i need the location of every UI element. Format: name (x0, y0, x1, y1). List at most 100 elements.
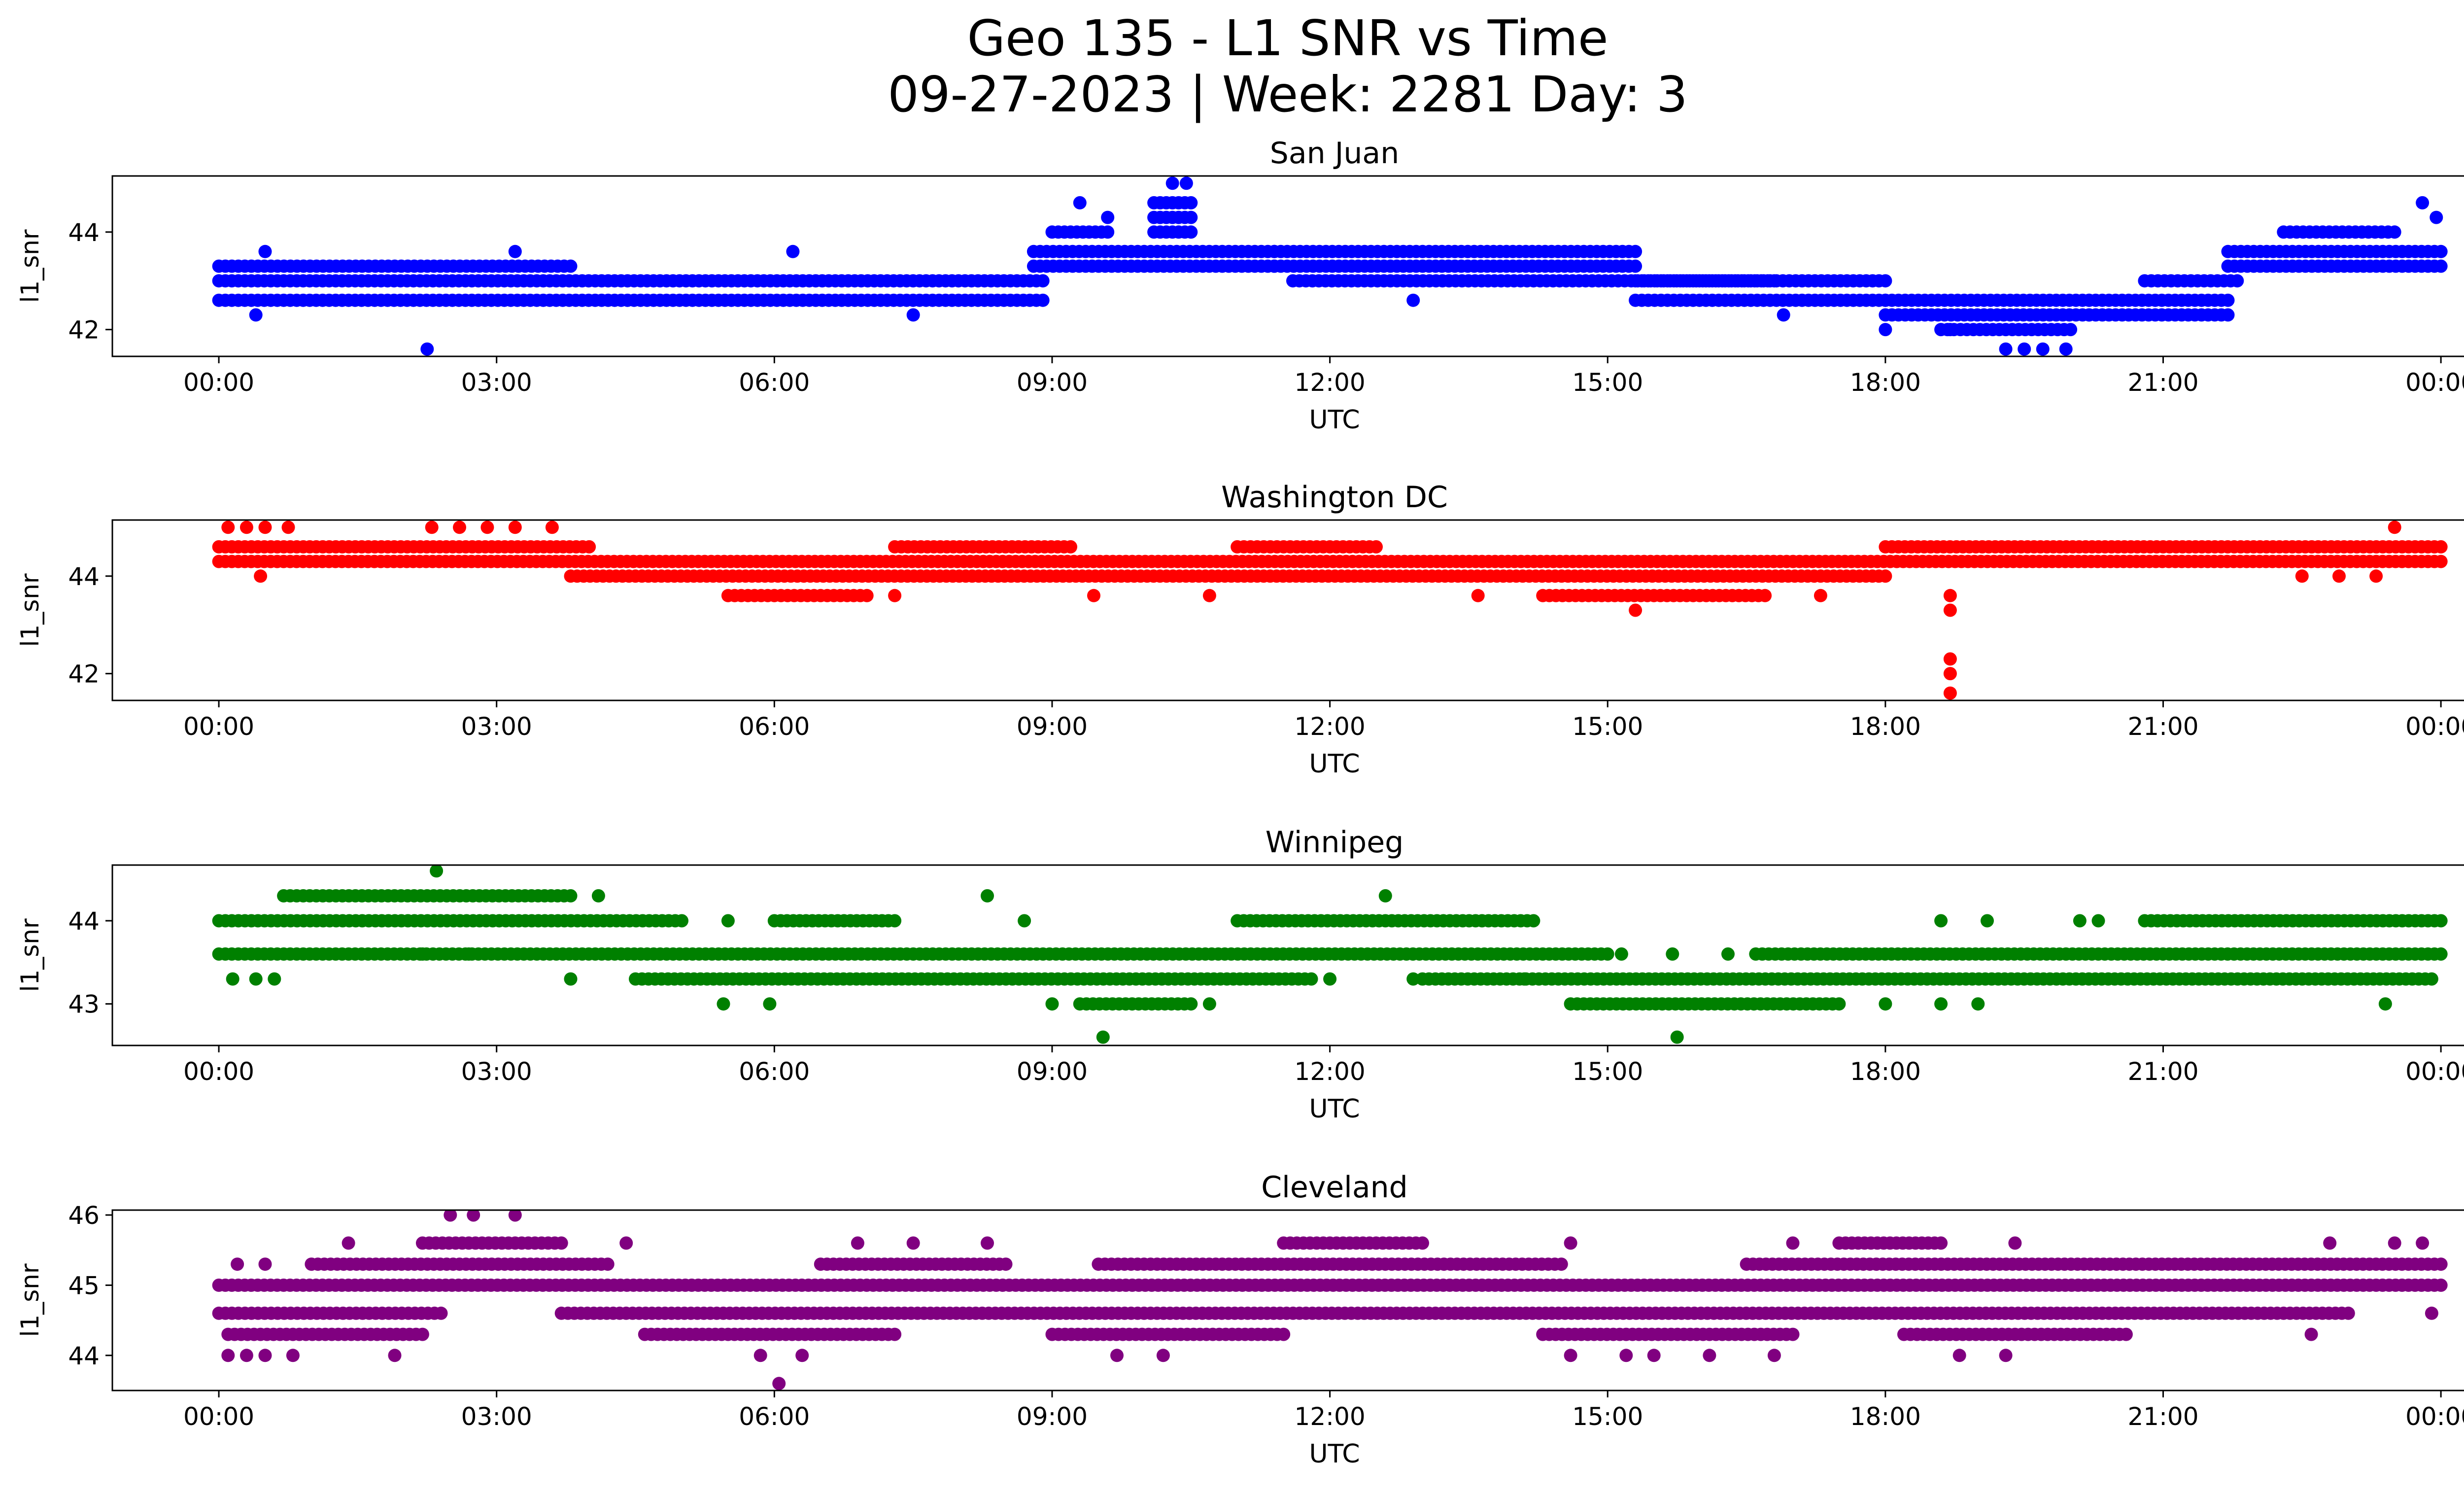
data-point (888, 589, 902, 602)
x-tick-label: 00:00 (183, 1057, 254, 1086)
data-point (1527, 914, 1540, 928)
x-tick-label: 15:00 (1572, 712, 1643, 741)
data-point (1934, 997, 1948, 1011)
data-point (1666, 947, 1679, 961)
data-point (601, 1257, 615, 1271)
data-point (415, 947, 429, 961)
data-point (1601, 947, 1614, 961)
data-point (258, 244, 272, 258)
subplot-1: Washington DC 00:00 03:00 06:00 09:00 12:00 15… (16, 480, 2464, 779)
data-point (1471, 589, 1485, 602)
data-point (564, 889, 578, 903)
data-point (564, 972, 578, 986)
data-point (444, 1210, 457, 1222)
data-point (1670, 1030, 1684, 1044)
data-point (2323, 1236, 2337, 1250)
x-tick-label: 00:00 (2405, 712, 2464, 741)
data-point (2091, 914, 2105, 928)
x-tick-label: 18:00 (1850, 368, 1921, 397)
data-point (1943, 603, 1957, 617)
data-point (721, 914, 735, 928)
data-point (1879, 569, 1892, 583)
data-point (430, 865, 444, 878)
data-point (1036, 274, 1050, 288)
data-point (1629, 244, 1643, 258)
data-point (1517, 972, 1531, 986)
data-point (772, 1377, 786, 1391)
data-point (508, 1210, 522, 1222)
data-point (453, 521, 466, 534)
data-point (1999, 342, 2013, 356)
data-point (240, 1349, 253, 1362)
data-point (226, 972, 240, 986)
data-point (545, 521, 559, 534)
data-point (221, 521, 235, 534)
data-point (508, 521, 522, 534)
data-point (1879, 274, 1892, 288)
data-point (1277, 1327, 1291, 1341)
data-point (999, 1257, 1013, 1271)
data-point (1564, 1349, 1577, 1362)
data-point (1629, 603, 1643, 617)
y-axis-label: l1_snr (16, 918, 44, 992)
subplot-3: Cleveland 00:00 03:00 06:00 09:00 12:00 15:00 1… (16, 1170, 2464, 1469)
y-tick-label: 43 (68, 990, 100, 1019)
data-point (1369, 540, 1383, 554)
x-tick-label: 21:00 (2127, 1057, 2198, 1086)
data-point (981, 1236, 994, 1250)
data-point (2416, 1236, 2430, 1250)
figure-subtitle: 09-27-2023 | Week: 2281 Day: 3 (888, 66, 1688, 123)
data-point (1703, 1349, 1716, 1362)
x-tick-label: 15:00 (1572, 1402, 1643, 1431)
series-points (212, 521, 2448, 700)
data-point (582, 540, 596, 554)
data-point (1943, 667, 1957, 681)
data-point (1999, 1349, 2013, 1362)
data-point (1981, 914, 1994, 928)
data-point (2119, 1327, 2133, 1341)
data-point (1943, 323, 1957, 337)
data-point (2388, 1236, 2401, 1250)
data-point (786, 244, 800, 258)
data-point (1629, 259, 1643, 273)
data-point (2434, 555, 2448, 568)
data-point (1777, 308, 1790, 322)
x-tick-label: 09:00 (1017, 1057, 1088, 1086)
data-point (2388, 225, 2401, 239)
x-tick-label: 09:00 (1017, 712, 1088, 741)
x-tick-label: 00:00 (183, 368, 254, 397)
x-tick-label: 18:00 (1850, 1057, 1921, 1086)
data-point (851, 1236, 864, 1250)
data-point (2416, 196, 2430, 209)
data-point (1018, 914, 1031, 928)
data-point (753, 1349, 767, 1362)
x-tick-label: 06:00 (739, 1057, 810, 1086)
x-tick-label: 21:00 (2127, 712, 2198, 741)
data-point (1619, 1349, 1633, 1362)
data-point (415, 1327, 429, 1341)
data-point (2430, 210, 2443, 224)
data-point (619, 1236, 633, 1250)
data-point (1184, 210, 1198, 224)
data-point (564, 259, 578, 273)
axes-frame (111, 864, 2464, 1046)
data-point (1786, 1236, 1800, 1250)
data-point (2341, 1306, 2355, 1320)
data-point (1406, 972, 1420, 986)
data-point (1184, 997, 1198, 1011)
data-point (1110, 1349, 1124, 1362)
data-point (286, 1349, 300, 1362)
series-points (212, 1210, 2448, 1391)
data-point (1101, 210, 1115, 224)
y-tick-label: 44 (68, 562, 100, 591)
data-point (249, 308, 263, 322)
data-point (1179, 176, 1193, 190)
x-tick-label: 00:00 (2405, 1402, 2464, 1431)
data-point (763, 997, 777, 1011)
data-point (1378, 889, 1392, 903)
data-point (981, 889, 994, 903)
data-point (1814, 589, 1827, 602)
x-tick-label: 06:00 (739, 1402, 810, 1431)
data-point (1304, 972, 1318, 986)
